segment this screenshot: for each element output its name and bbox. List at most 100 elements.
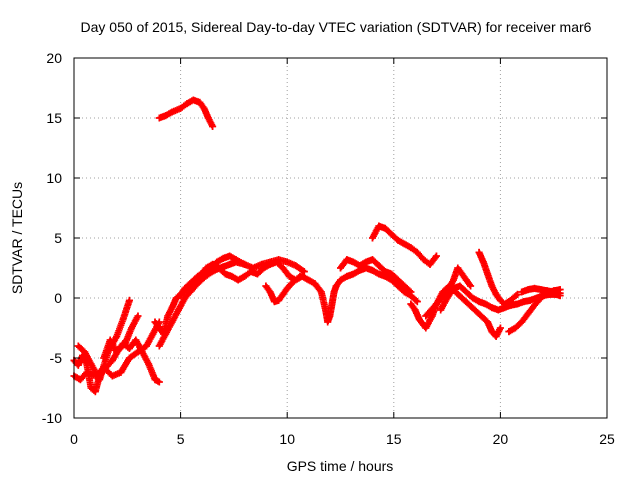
series-arc-6 — [155, 258, 249, 350]
data-point — [462, 276, 470, 284]
data-point — [279, 290, 287, 298]
data-point — [241, 272, 249, 280]
data-point — [454, 264, 462, 272]
data-point — [234, 276, 242, 284]
data-point — [426, 260, 434, 268]
data-point — [87, 360, 95, 368]
data-point — [449, 276, 457, 284]
data-point — [174, 306, 182, 314]
data-point — [273, 258, 281, 266]
data-point — [432, 252, 440, 260]
data-point — [505, 298, 513, 306]
chart-title: Day 050 of 2015, Sidereal Day-to-day VTE… — [81, 19, 592, 35]
data-point — [394, 236, 402, 244]
data-point — [119, 316, 127, 324]
data-point — [142, 342, 150, 350]
data-point — [189, 96, 197, 104]
data-point — [488, 282, 496, 290]
data-point — [381, 224, 389, 232]
data-point — [407, 244, 415, 252]
data-point — [196, 98, 204, 106]
x-tick-label: 10 — [279, 431, 295, 447]
data-point — [420, 256, 428, 264]
data-point — [305, 276, 313, 284]
data-point — [74, 361, 82, 369]
data-point — [524, 286, 532, 294]
data-point — [496, 324, 504, 332]
data-point — [108, 356, 116, 364]
series-arc-10 — [368, 222, 440, 268]
data-point — [349, 258, 357, 266]
data-point — [518, 288, 526, 296]
data-point — [155, 114, 163, 122]
data-point — [162, 112, 170, 120]
data-point — [168, 304, 176, 312]
data-point — [394, 276, 402, 284]
data-point — [343, 256, 351, 264]
data-point — [337, 276, 344, 284]
data-point — [285, 272, 293, 280]
data-point — [311, 280, 319, 288]
data-point — [296, 272, 304, 280]
data-point — [145, 360, 153, 368]
data-point — [283, 284, 291, 292]
data-point — [155, 342, 163, 350]
data-point — [183, 284, 191, 292]
y-tick-label: 5 — [54, 230, 62, 246]
data-point — [484, 270, 492, 278]
data-point — [494, 306, 502, 314]
data-point — [462, 288, 470, 296]
data-point — [509, 294, 517, 302]
data-point — [520, 298, 528, 306]
data-point — [287, 280, 295, 288]
x-tick-label: 5 — [177, 431, 185, 447]
data-point — [513, 300, 521, 308]
data-point — [475, 248, 483, 256]
data-point — [511, 324, 519, 332]
data-point — [471, 306, 479, 314]
data-point — [83, 368, 91, 376]
data-point — [232, 258, 240, 266]
series-arc-high — [155, 96, 217, 130]
axis-ticks: 0 5 10 15 20 25 -10 -5 0 5 10 15 20 — [42, 50, 615, 447]
data-point — [432, 300, 440, 308]
data-point — [400, 282, 408, 290]
data-point — [151, 376, 159, 384]
x-tick-label: 25 — [599, 431, 615, 447]
data-point — [226, 260, 234, 268]
data-point — [526, 296, 534, 304]
data-point — [91, 388, 99, 396]
data-point — [76, 376, 84, 384]
data-point — [469, 294, 477, 302]
data-point — [260, 264, 268, 272]
data-point — [479, 258, 487, 266]
data-point — [458, 294, 466, 302]
data-point — [279, 264, 287, 272]
data-point — [87, 384, 95, 392]
data-point — [349, 270, 357, 278]
data-point — [151, 318, 159, 326]
data-point — [292, 262, 300, 270]
data-point — [155, 324, 163, 332]
data-point — [189, 280, 197, 288]
data-point — [283, 258, 291, 266]
series-arc-8 — [262, 272, 304, 306]
data-point — [138, 348, 146, 356]
data-point — [443, 288, 451, 296]
data-point — [492, 290, 500, 298]
data-point — [400, 240, 408, 248]
data-point — [262, 282, 270, 290]
data-point — [456, 282, 464, 290]
data-point — [368, 234, 376, 242]
data-point — [322, 306, 330, 314]
data-point — [388, 270, 396, 278]
data-point — [464, 300, 472, 308]
y-tick-label: 15 — [46, 110, 62, 126]
y-tick-label: 10 — [46, 170, 62, 186]
x-axis-label: GPS time / hours — [287, 458, 394, 474]
data-points — [70, 96, 564, 396]
data-point — [119, 340, 127, 348]
y-tick-label: 0 — [54, 290, 62, 306]
series-arc-13 — [422, 264, 475, 320]
